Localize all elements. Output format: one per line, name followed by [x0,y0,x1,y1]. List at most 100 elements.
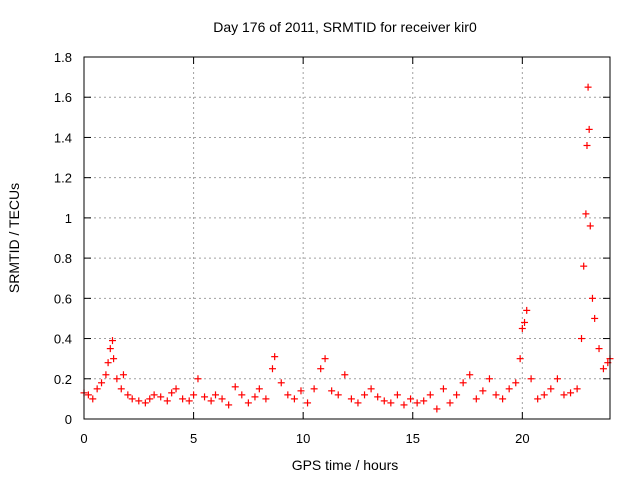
data-point [141,399,149,407]
data-point [106,345,114,353]
data-point [582,210,590,218]
x-tick-label: 15 [406,431,420,446]
data-point [595,345,603,353]
data-point [585,125,593,133]
data-point [380,397,388,405]
y-tick-label: 0 [65,412,72,427]
data-point [304,399,312,407]
data-point [84,391,92,399]
data-point [89,395,97,403]
data-point [251,393,259,401]
data-point [505,385,513,393]
data-point [567,389,575,397]
data-point [201,393,209,401]
y-tick-label: 1.8 [54,50,72,65]
data-point [426,391,434,399]
data-point [284,391,292,399]
data-point [553,375,561,383]
data-point [317,365,325,373]
y-tick-label: 0.4 [54,332,72,347]
data-points [80,83,614,413]
y-axis-label: SRMTID / TECUs [6,183,22,293]
data-point [98,379,106,387]
data-point [334,391,342,399]
data-point [560,391,568,399]
data-point [146,395,154,403]
data-point [433,405,441,413]
data-point [255,385,263,393]
data-point [580,262,588,270]
data-point [102,371,110,379]
data-point [523,306,531,314]
data-point [238,391,246,399]
data-point [179,395,187,403]
axis-ticks [83,56,610,420]
data-point [262,395,270,403]
data-point [492,391,500,399]
y-tick-label: 1.4 [54,130,72,145]
data-point [172,385,180,393]
data-point [244,399,252,407]
data-point [367,385,375,393]
data-point [393,391,401,399]
data-point [534,395,542,403]
plot-frame [83,56,611,420]
data-point [347,395,355,403]
y-tick-label: 1.2 [54,171,72,186]
data-point [459,379,467,387]
data-point [540,391,548,399]
data-point [268,365,276,373]
data-point [420,397,428,405]
data-point [341,371,349,379]
y-tick-label: 1.6 [54,90,72,105]
data-point [290,395,298,403]
data-point [599,365,607,373]
x-tick-label: 10 [296,431,310,446]
data-point [588,294,596,302]
data-point [128,395,136,403]
x-tick-label: 0 [80,431,87,446]
data-point [212,391,219,399]
x-axis-label: GPS time / hours [292,457,399,473]
data-point [584,83,592,91]
data-point [218,395,226,403]
chart-title: Day 176 of 2011, SRMTID for receiver kir… [213,19,477,35]
grid-lines [84,57,610,419]
data-point [225,401,233,409]
data-point [591,314,599,322]
data-point [168,389,176,397]
data-point [190,391,198,399]
data-point [413,399,421,407]
data-point [573,385,581,393]
y-tick-label: 0.6 [54,291,72,306]
x-tick-label: 20 [515,431,529,446]
data-point [583,141,591,149]
data-point [578,335,586,343]
data-point [113,375,121,383]
data-point [361,391,369,399]
data-point [93,385,101,393]
data-point [271,353,279,361]
y-tick-label: 0.8 [54,251,72,266]
data-point [297,387,305,395]
data-point [163,397,171,405]
data-point [185,397,193,405]
data-point [135,397,143,405]
data-point [328,387,336,395]
data-point [157,393,165,401]
data-point [108,337,116,345]
data-point [453,391,461,399]
data-point [485,375,493,383]
data-point [150,391,158,399]
data-point [310,385,318,393]
data-point [104,359,112,367]
data-point [407,395,415,403]
data-point [472,395,480,403]
data-point [446,399,454,407]
data-point [518,325,526,332]
data-point [387,399,395,407]
data-point [466,371,474,379]
data-point [110,355,118,363]
data-point [124,391,132,399]
